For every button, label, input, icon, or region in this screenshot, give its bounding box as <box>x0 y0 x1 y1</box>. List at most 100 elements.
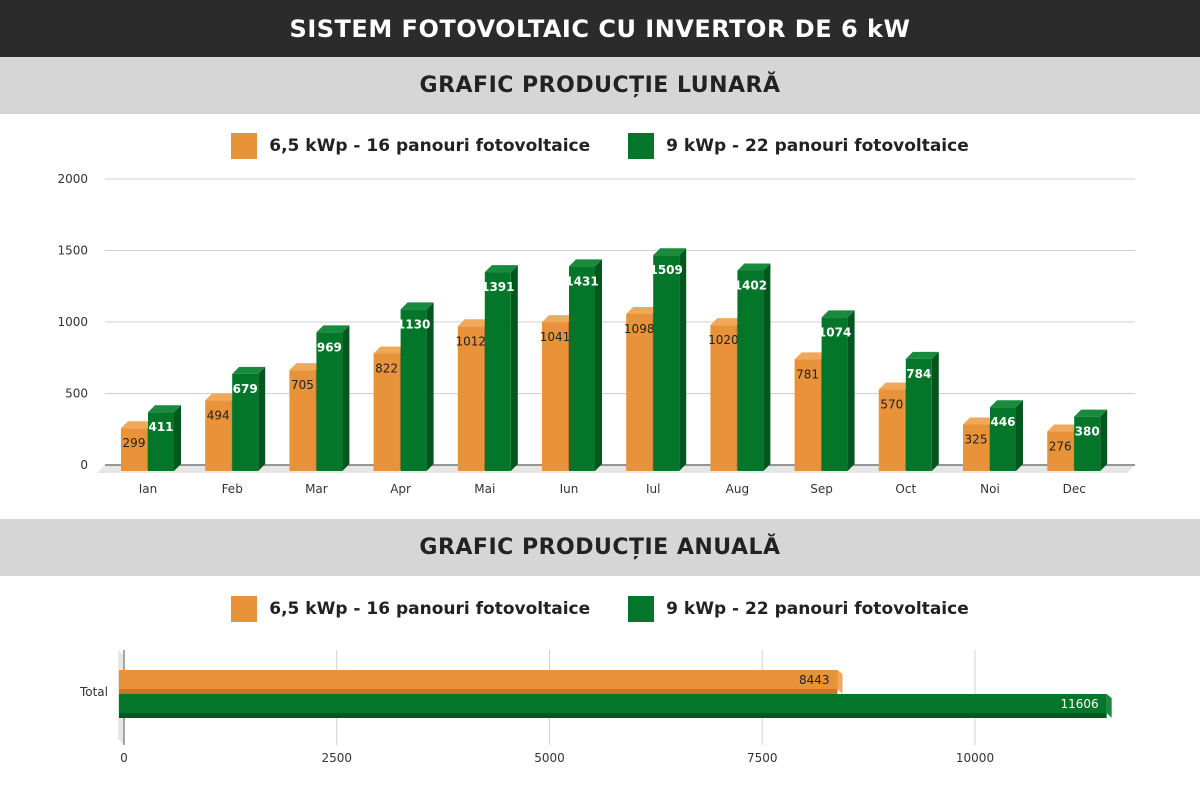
bar-side <box>595 259 602 471</box>
monthly-legend: 6,5 kWp - 16 panouri fotovoltaice 9 kWp … <box>0 133 1200 159</box>
data-label: 570 <box>880 397 903 411</box>
bar <box>963 424 989 471</box>
x-tick-label: Mar <box>305 482 328 496</box>
bar <box>878 389 905 471</box>
bar-side <box>510 265 518 471</box>
data-label: 1074 <box>818 325 851 339</box>
bar-top <box>990 400 1023 408</box>
bar <box>569 266 595 471</box>
data-label: 1130 <box>397 317 430 331</box>
bar <box>289 370 316 471</box>
bar-top <box>121 421 154 429</box>
data-label: 679 <box>233 382 258 396</box>
bar-top <box>794 352 828 360</box>
bar-side <box>258 366 266 471</box>
bar <box>1074 416 1101 471</box>
data-label: 1391 <box>481 280 514 294</box>
bar-top <box>373 346 407 354</box>
bar-top <box>400 302 434 310</box>
x-tick-label: Feb <box>222 482 243 496</box>
data-label: 822 <box>375 361 398 375</box>
legend-item: 9 kWp - 22 panouri fotovoltaice <box>628 133 969 159</box>
x-tick-label: 5000 <box>534 751 565 765</box>
bar-side <box>1016 400 1023 471</box>
x-tick-label: 2500 <box>321 751 352 765</box>
bar <box>737 270 764 471</box>
x-tick-label: Sep <box>810 482 833 496</box>
y-tick-label: Total <box>79 685 108 699</box>
x-tick-label: 0 <box>120 751 128 765</box>
annual-legend: 6,5 kWp - 16 panouri fotovoltaice 9 kWp … <box>0 596 1200 622</box>
bar-top <box>626 306 660 314</box>
data-label: 11606 <box>1060 697 1098 711</box>
bar-top <box>1047 424 1081 432</box>
bar-side <box>931 351 939 471</box>
bar <box>542 322 568 471</box>
bar-side <box>426 302 434 471</box>
data-label: 1098 <box>624 322 655 336</box>
bar <box>119 670 838 689</box>
bar-top <box>484 265 518 273</box>
data-label: 446 <box>990 415 1015 429</box>
bar <box>121 428 147 471</box>
x-tick-label: Ian <box>139 482 158 496</box>
bar <box>457 326 484 471</box>
bar <box>119 694 1107 713</box>
bar-top <box>1074 409 1108 417</box>
bar <box>990 407 1016 471</box>
y-tick-label: 1000 <box>57 315 88 329</box>
legend-label: 6,5 kWp - 16 panouri fotovoltaice <box>269 136 591 156</box>
bar-top <box>710 318 744 326</box>
bar <box>316 332 343 471</box>
bar-side <box>847 310 855 471</box>
bar <box>232 373 259 471</box>
data-label: 8443 <box>799 673 830 687</box>
monthly-chart-title: GRAFIC PRODUCȚIE LUNARĂ <box>0 57 1200 114</box>
bar <box>905 358 932 471</box>
legend-swatch <box>628 133 655 159</box>
legend-swatch <box>231 596 258 622</box>
bar-top <box>821 310 855 318</box>
bar-side <box>763 263 771 471</box>
data-label: 276 <box>1049 440 1072 454</box>
x-tick-label: Iul <box>646 482 660 496</box>
bar-end <box>1106 694 1112 718</box>
data-label: 494 <box>207 408 230 422</box>
data-label: 380 <box>1075 425 1100 439</box>
bar <box>148 412 174 471</box>
data-label: 781 <box>796 367 819 381</box>
y-tick-label: 2000 <box>57 172 88 186</box>
bar-shadow <box>119 689 838 694</box>
data-label: 299 <box>123 436 146 450</box>
data-label: 1041 <box>540 330 571 344</box>
y-tick-label: 1500 <box>57 244 88 258</box>
bar-top <box>542 315 575 323</box>
data-label: 784 <box>906 367 931 381</box>
bar <box>205 400 232 471</box>
data-label: 705 <box>291 378 314 392</box>
bar <box>821 317 848 471</box>
x-tick-label: Noi <box>980 482 1000 496</box>
bar-top <box>205 393 239 401</box>
bar-top <box>289 363 323 371</box>
legend-swatch <box>628 596 655 622</box>
legend-swatch <box>231 133 258 159</box>
bar-shadow <box>119 713 1107 718</box>
bar-side <box>174 405 181 471</box>
bar-top <box>316 325 350 333</box>
bar-top <box>457 319 491 327</box>
data-label: 1402 <box>734 279 767 293</box>
data-label: 969 <box>317 340 342 354</box>
x-tick-label: Dec <box>1063 482 1086 496</box>
data-label: 1012 <box>456 334 487 348</box>
legend-item: 6,5 kWp - 16 panouri fotovoltaice <box>231 596 590 622</box>
data-label: 1431 <box>565 274 598 288</box>
x-tick-label: Apr <box>390 482 411 496</box>
bar-top <box>569 259 602 267</box>
bar-top <box>905 351 939 359</box>
bar <box>710 325 737 471</box>
legend-item: 6,5 kWp - 16 panouri fotovoltaice <box>231 133 590 159</box>
page-title: SISTEM FOTOVOLTAIC CU INVERTOR DE 6 kW <box>0 0 1200 57</box>
bar <box>373 353 400 471</box>
